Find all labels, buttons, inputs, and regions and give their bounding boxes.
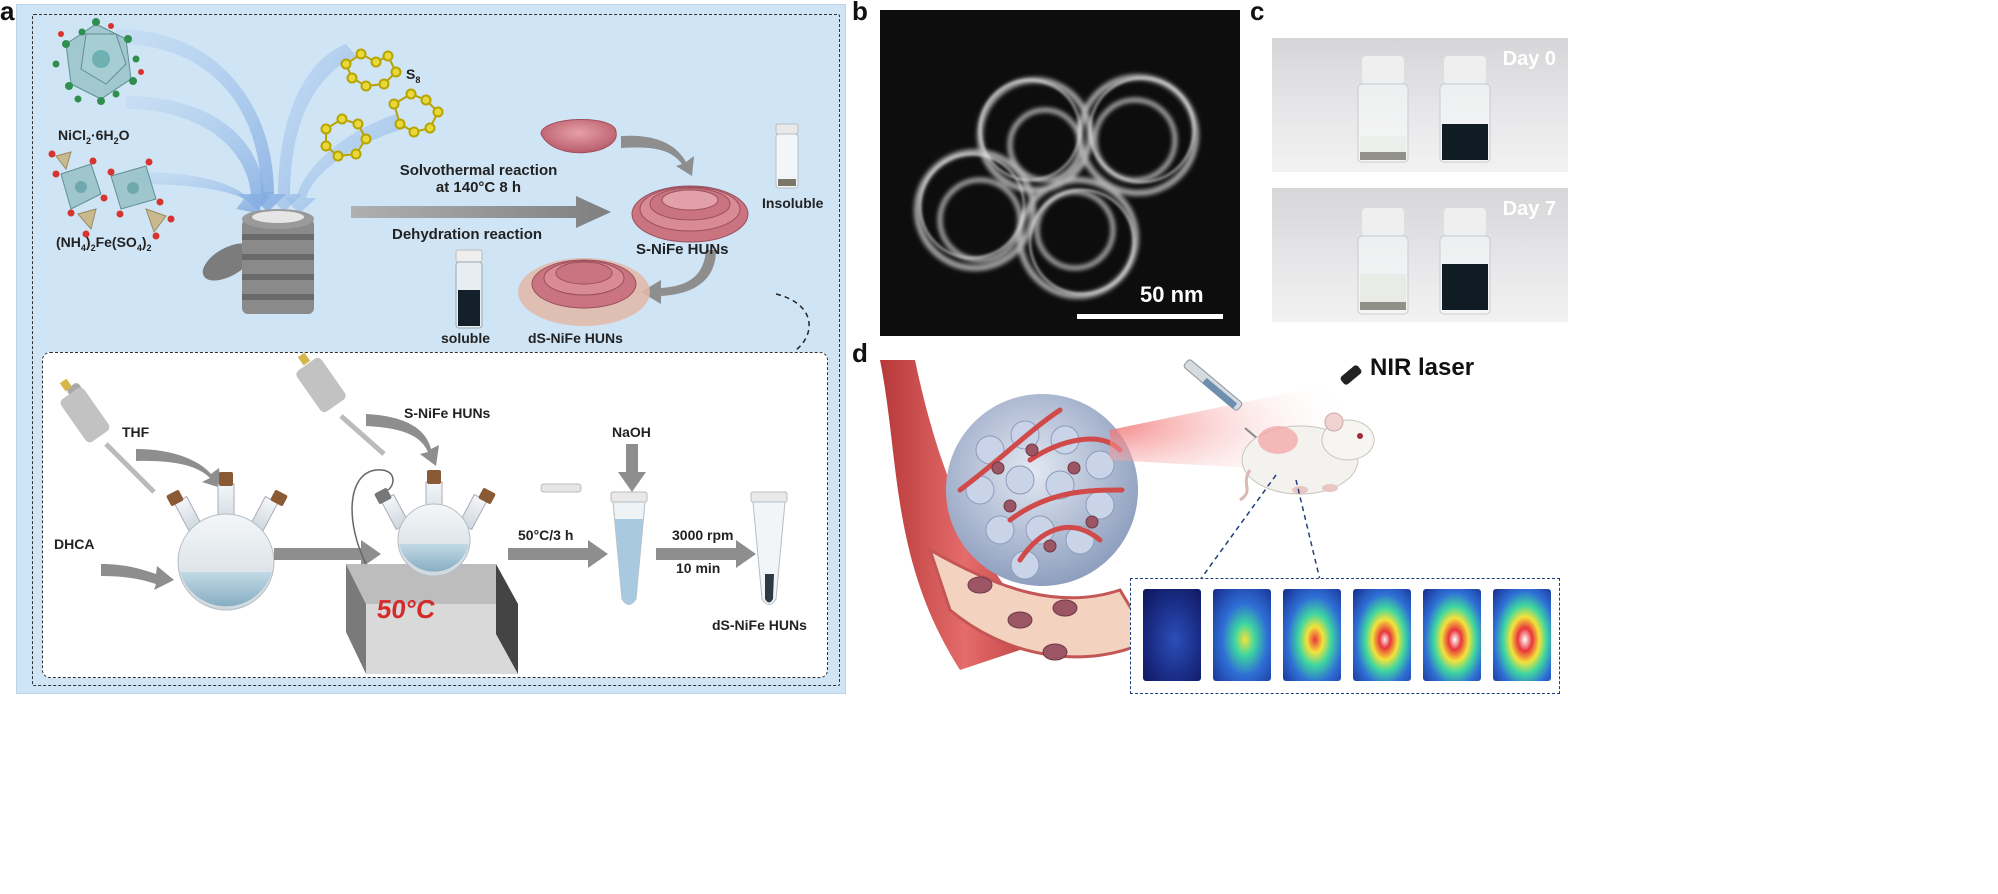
panel-letter-d: d xyxy=(852,338,868,368)
dehydration-label: Dehydration reaction xyxy=(392,226,543,243)
reaction-condition-label: 50°C/3 h xyxy=(518,527,574,543)
sulfur-label: S8 xyxy=(406,66,421,85)
thermal-image-3 xyxy=(1283,589,1341,681)
centrifuge-speed-label: 3000 rpm xyxy=(672,527,734,543)
curved-arrow-to-s-nife xyxy=(621,135,694,176)
syringe xyxy=(1183,359,1266,446)
hollow-dish-particle xyxy=(540,118,617,154)
thermal-image-5 xyxy=(1423,589,1481,681)
eppendorf-tube-2 xyxy=(750,491,788,605)
panel-letter-a: a xyxy=(0,0,15,26)
panel-letter-b: b xyxy=(852,0,868,26)
panel-a-illustrations xyxy=(48,18,810,674)
scale-bar-label: 50 nm xyxy=(1140,282,1204,307)
sulfur-s8-rings xyxy=(320,48,444,162)
ds-nife-huns-label: dS-NiFe HUNs xyxy=(528,330,623,346)
arrow-flask-to-heater xyxy=(274,540,381,568)
blood-vessel xyxy=(880,360,1153,670)
ds-nife-huns-particle xyxy=(518,258,650,326)
reaction-arrow xyxy=(351,196,611,228)
arrow-dhca-to-flask xyxy=(101,564,174,590)
thermal-image-1 xyxy=(1143,589,1201,681)
vials-day0 xyxy=(1357,56,1491,163)
nir-laser-label: NIR laser xyxy=(1370,354,1475,381)
three-neck-flask-1 xyxy=(166,472,288,611)
tem-image: 50 nm xyxy=(880,10,1240,336)
panel-letter-c: c xyxy=(1250,0,1265,26)
arrow-s-nife-to-flask xyxy=(366,414,439,466)
arrow-heater-to-tube xyxy=(508,540,608,568)
thermal-connector-right xyxy=(1295,479,1321,581)
ammonium-iron-sulfate-structure xyxy=(48,150,175,240)
three-neck-flask-2 xyxy=(374,470,496,577)
pipette-thf xyxy=(59,378,156,494)
nir-laser-device xyxy=(1340,365,1362,385)
ds-nife-product-label: dS-NiFe HUNs xyxy=(712,617,807,633)
heater-temperature: 50°C xyxy=(375,594,437,624)
thermal-image-2 xyxy=(1213,589,1271,681)
day0-label: Day 0 xyxy=(1502,48,1556,70)
dhca-label: DHCA xyxy=(54,536,95,552)
naoh-label: NaOH xyxy=(612,424,651,440)
mouse xyxy=(1239,412,1375,502)
thermocouple-wire xyxy=(351,469,394,565)
eppendorf-tube-1 xyxy=(540,483,648,605)
curved-arrow-to-ds-nife xyxy=(641,250,716,304)
soluble-vial xyxy=(455,249,483,329)
precursor-flow-arrows xyxy=(116,29,406,214)
thermal-image-strip xyxy=(1130,578,1560,694)
solvothermal-label: Solvothermal reaction at 140°C 8 h xyxy=(399,162,558,196)
vials-photo-day0: Day 0 xyxy=(1272,38,1568,172)
centrifuge-time-label: 10 min xyxy=(676,560,721,576)
autoclave-reactor xyxy=(202,209,314,314)
arrow-centrifuge xyxy=(656,540,756,568)
vials-day7 xyxy=(1357,208,1491,315)
thermal-image-4 xyxy=(1353,589,1411,681)
insoluble-vial xyxy=(775,123,799,189)
dashed-connector xyxy=(775,293,810,351)
pipette-s-nife xyxy=(296,352,386,456)
thermal-image-6 xyxy=(1493,589,1551,681)
insoluble-label: Insoluble xyxy=(762,195,824,211)
s-nife-huns-label: S-NiFe HUNs xyxy=(636,241,729,258)
tem-nanoparticles xyxy=(914,74,1223,319)
nicl2-label: NiCl2·6H2O xyxy=(58,127,130,146)
panel-d-illustration xyxy=(880,359,1375,670)
ammonium-iron-sulfate-label: (NH4)2Fe(SO4)2 xyxy=(56,234,152,253)
tumor-mass xyxy=(946,394,1138,586)
soluble-label: soluble xyxy=(441,330,491,346)
scale-bar xyxy=(1077,314,1223,319)
arrow-naoh-down xyxy=(618,444,646,492)
vials-photo-day7: Day 7 xyxy=(1272,188,1568,322)
thermal-connector-left xyxy=(1199,474,1277,581)
nicl2-crystal-structure xyxy=(52,18,144,105)
heating-plate xyxy=(346,564,518,674)
arrow-thf-to-flask xyxy=(136,449,221,488)
panel-a-dashed-frame xyxy=(32,14,840,686)
day7-label: Day 7 xyxy=(1502,198,1556,220)
thf-label: THF xyxy=(122,424,150,440)
s-nife-procedure-label: S-NiFe HUNs xyxy=(404,405,491,421)
s-nife-huns-particle xyxy=(631,185,749,243)
